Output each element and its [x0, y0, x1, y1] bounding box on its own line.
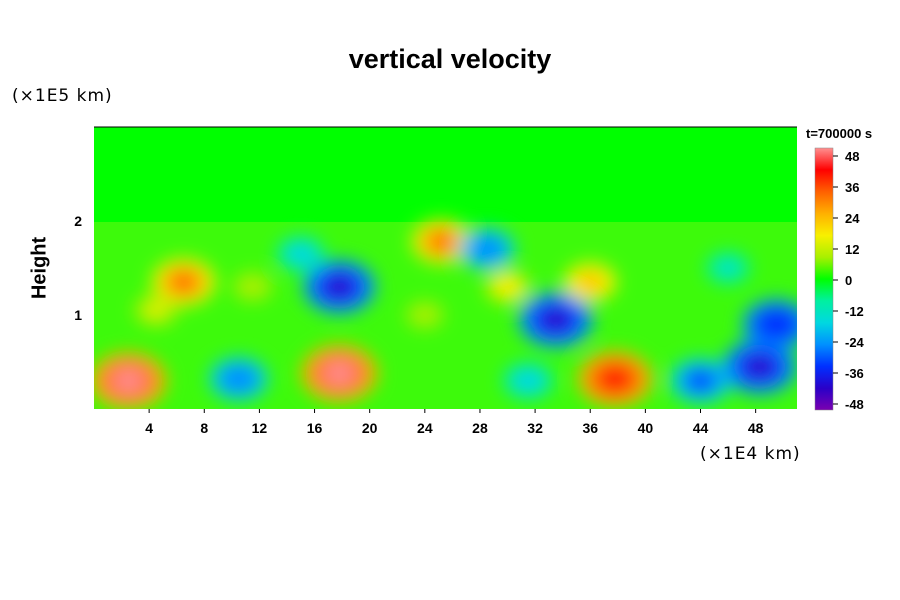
- x-tick-label: 24: [417, 420, 433, 436]
- x-tick-label: 48: [748, 420, 764, 436]
- colorbar-tick-label: -36: [845, 366, 864, 381]
- colorbar-tick-label: 36: [845, 180, 859, 195]
- heatmap-blob: [579, 274, 602, 291]
- x-tick-label: 16: [307, 420, 323, 436]
- heatmap-blob: [517, 373, 539, 389]
- colorbar-ticks: 48 36 24 12 0 -12 -24 -36 -48: [833, 149, 865, 412]
- x-tick-label: 28: [472, 420, 488, 436]
- heatmap-blob: [429, 232, 454, 251]
- x-tick-label: 8: [200, 420, 208, 436]
- heatmap-blob: [324, 275, 355, 299]
- x-tick-label: 44: [693, 420, 709, 436]
- x-axis-ticks: 4 8 12 16 20 24 28 32 36 40 44 48: [145, 409, 764, 436]
- heatmap-blob: [323, 361, 356, 386]
- heatmap-blob: [497, 279, 518, 294]
- heatmap-blob: [417, 309, 433, 321]
- colorbar-tick-label: 0: [845, 273, 852, 288]
- heatmap-blob: [762, 313, 791, 335]
- colorbar-tick-label: -12: [845, 304, 864, 319]
- heatmap-blob: [226, 369, 252, 389]
- x-tick-label: 32: [527, 420, 543, 436]
- heatmap-blob: [170, 272, 197, 292]
- x-tick-label: 20: [362, 420, 378, 436]
- heatmap-blob: [599, 367, 631, 391]
- x-tick-label: 4: [145, 420, 153, 436]
- y-unit-label: (×1E5 km): [12, 86, 113, 106]
- colorbar-tick-label: -48: [845, 397, 864, 412]
- heatmap-blob: [474, 240, 499, 258]
- time-label: t=700000 s: [806, 126, 873, 141]
- y-tick-label: 1: [74, 307, 82, 323]
- heatmap-blob: [718, 261, 738, 275]
- x-tick-label: 12: [252, 420, 268, 436]
- chart-title: vertical velocity: [348, 44, 552, 74]
- y-axis-ticks: 12: [74, 213, 82, 323]
- colorbar-tick-label: 12: [845, 242, 859, 257]
- y-tick-label: 2: [74, 213, 82, 229]
- heatmap-blob: [244, 280, 261, 293]
- heatmap-features: [94, 219, 797, 409]
- colorbar-tick-label: 24: [845, 211, 860, 226]
- x-tick-label: 36: [582, 420, 598, 436]
- heatmap-blob: [687, 371, 714, 391]
- heatmap-blob: [146, 303, 166, 317]
- heatmap-blob: [744, 355, 776, 379]
- x-tick-label: 40: [638, 420, 654, 436]
- heatmap-blob: [290, 246, 311, 262]
- colorbar: [814, 147, 834, 411]
- colorbar-tick-label: 48: [845, 149, 859, 164]
- colorbar-tick-label: -24: [845, 335, 865, 350]
- heatmap-blob: [540, 308, 572, 332]
- heatmap-background: [94, 127, 797, 409]
- x-unit-label: (×1E4 km): [700, 444, 801, 464]
- heatmap-blob: [112, 368, 145, 393]
